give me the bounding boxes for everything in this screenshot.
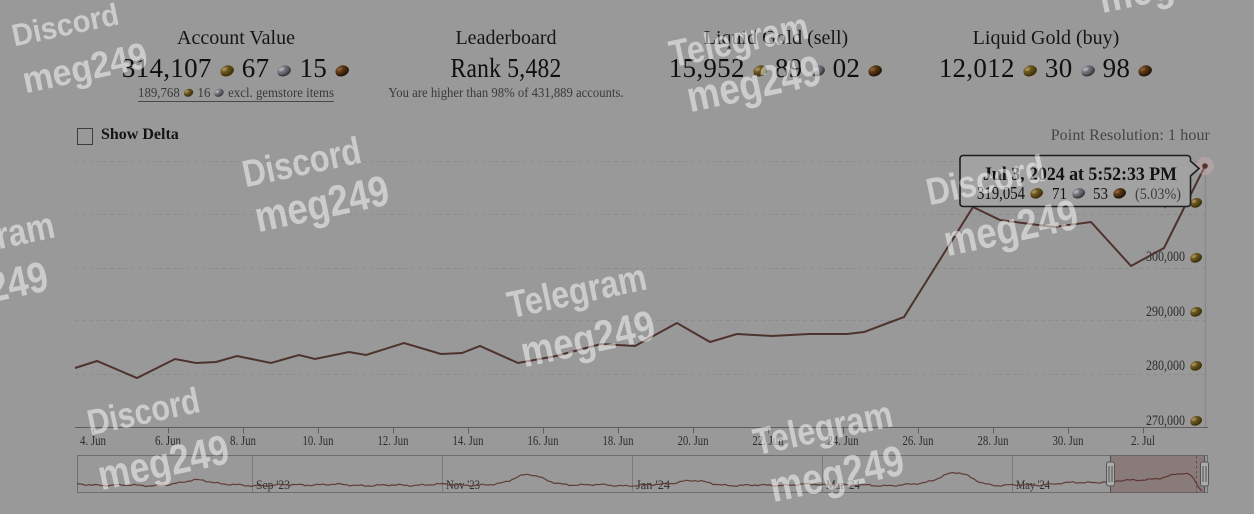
svg-text:26. Jun: 26. Jun <box>903 434 934 449</box>
svg-text:8. Jun: 8. Jun <box>230 434 256 449</box>
svg-text:71: 71 <box>1052 184 1067 203</box>
svg-text:290,000: 290,000 <box>1146 304 1185 320</box>
svg-text:Jul 3, 2024 at 5:52:33 PM: Jul 3, 2024 at 5:52:33 PM <box>983 164 1177 185</box>
svg-text:22. Jun: 22. Jun <box>753 434 784 449</box>
svg-text:319,054: 319,054 <box>977 183 1025 203</box>
svg-text:280,000: 280,000 <box>1146 358 1185 374</box>
svg-text:4. Jun: 4. Jun <box>80 434 106 449</box>
svg-text:12. Jun: 12. Jun <box>378 434 409 449</box>
svg-text:30. Jun: 30. Jun <box>1053 434 1084 449</box>
svg-text:53: 53 <box>1093 184 1108 203</box>
svg-text:18. Jun: 18. Jun <box>603 434 634 449</box>
svg-text:270,000: 270,000 <box>1146 413 1185 429</box>
svg-text:20. Jun: 20. Jun <box>678 434 709 449</box>
svg-text:28. Jun: 28. Jun <box>978 434 1009 449</box>
svg-text:10. Jun: 10. Jun <box>303 434 334 449</box>
svg-text:2. Jul: 2. Jul <box>1131 434 1155 449</box>
svg-text:16. Jun: 16. Jun <box>528 434 559 449</box>
svg-text:24. Jun: 24. Jun <box>828 434 859 449</box>
svg-text:300,000: 300,000 <box>1146 249 1185 265</box>
svg-text:14. Jun: 14. Jun <box>453 434 484 449</box>
svg-text:(5.03%): (5.03%) <box>1135 186 1181 203</box>
svg-text:6. Jun: 6. Jun <box>155 434 181 449</box>
